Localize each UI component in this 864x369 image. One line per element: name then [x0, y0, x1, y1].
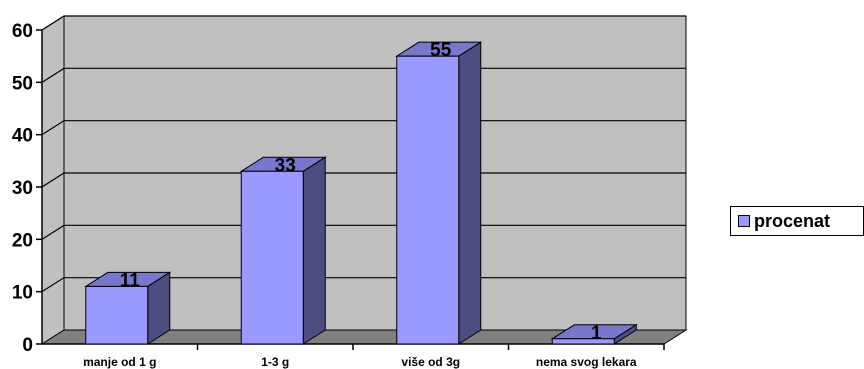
y-tick-label: 20	[12, 230, 33, 251]
bar-side	[302, 156, 326, 345]
data-label: 11	[120, 270, 141, 291]
bar-front	[240, 170, 304, 345]
bar-side	[458, 41, 482, 345]
legend: procenat	[730, 206, 864, 236]
y-tick-label: 0	[22, 335, 33, 356]
bars	[84, 41, 638, 345]
x-axis-categories: manje od 1 g 1-3 g više od 3g nema svog lek…	[83, 355, 637, 369]
x-category-label: nema svog lekara	[536, 355, 637, 369]
legend-swatch	[738, 215, 750, 227]
y-tick-label: 60	[12, 21, 33, 42]
bar-front	[551, 338, 615, 345]
x-category-label: manje od 1 g	[83, 355, 156, 369]
bar	[239, 156, 327, 345]
bar	[84, 271, 172, 345]
y-tick-label: 50	[12, 73, 33, 94]
bar-front	[396, 55, 460, 345]
data-label: 55	[430, 40, 452, 61]
bar	[395, 41, 483, 345]
gridline	[41, 15, 686, 31]
legend-label-procenat: procenat	[754, 210, 831, 231]
y-tick-label: 10	[12, 283, 33, 304]
y-tick-label: 40	[12, 126, 33, 147]
x-category-label: više od 3g	[401, 355, 460, 369]
data-label: 1	[591, 323, 602, 344]
data-labels: 11 33 55 1	[120, 40, 602, 344]
data-label: 33	[275, 155, 296, 176]
x-category-label: 1-3 g	[261, 355, 289, 369]
bar	[550, 323, 638, 345]
bar-front	[85, 285, 149, 345]
y-tick-label: 30	[12, 178, 33, 199]
y-axis-ticks: 0 10 20 30 40 50 60	[12, 21, 33, 356]
